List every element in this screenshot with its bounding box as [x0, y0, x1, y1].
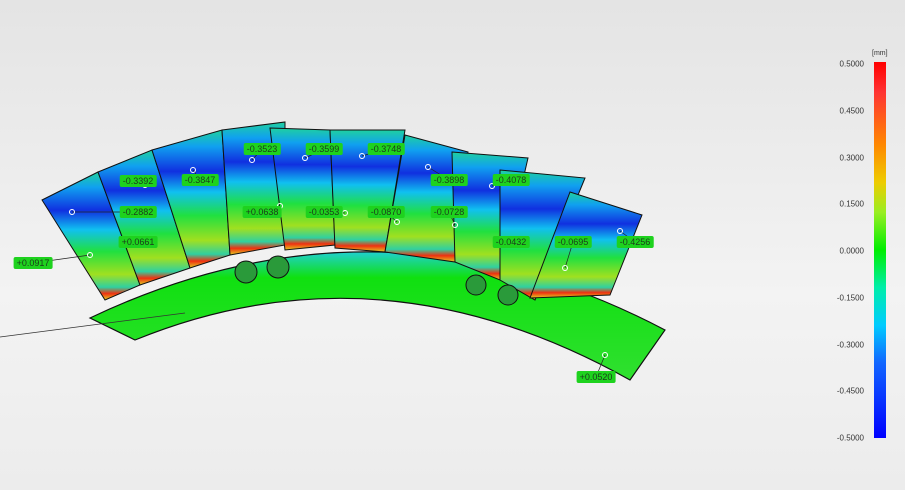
legend-tick: 0.5000 [839, 59, 864, 69]
deviation-label[interactable]: -0.3898 [430, 174, 468, 186]
deviation-label[interactable]: +0.0520 [576, 371, 616, 383]
legend-tick: 0.4500 [839, 106, 864, 116]
color-scale-bar [874, 62, 886, 438]
legend-tick: -0.3000 [836, 340, 864, 349]
deviation-label[interactable]: +0.0661 [118, 236, 158, 248]
deviation-label[interactable]: -0.0432 [492, 236, 530, 248]
legend-tick: 0.3000 [839, 153, 864, 162]
measure-point-icon [87, 252, 93, 258]
legend-tick: -0.4500 [836, 386, 864, 396]
measure-point-icon [342, 210, 348, 216]
deviation-label[interactable]: -0.3523 [243, 143, 281, 155]
holes [234, 255, 519, 306]
3d-viewport[interactable]: +0.0917 -0.3392 -0.2882 +0.0661 -0.3847 -0.35… [0, 0, 800, 490]
legend-tick: -0.1500 [836, 293, 864, 303]
deviation-label[interactable]: -0.0870 [367, 206, 405, 218]
deviation-label[interactable]: -0.3392 [119, 175, 157, 187]
deviation-label[interactable]: -0.0353 [305, 206, 343, 218]
measure-point-icon [425, 164, 431, 170]
deviation-label[interactable]: +0.0917 [13, 257, 53, 269]
deviation-label[interactable]: -0.2882 [119, 206, 157, 218]
measure-point-icon [562, 265, 568, 271]
legend-tick: 0.1500 [839, 199, 864, 209]
measure-point-icon [452, 222, 458, 228]
deviation-label[interactable]: -0.4078 [492, 174, 530, 186]
legend-tick: -0.5000 [836, 433, 864, 443]
deviation-label[interactable]: -0.3847 [181, 174, 219, 186]
deviation-label[interactable]: -0.0728 [430, 206, 468, 218]
deviation-label[interactable]: +0.0638 [242, 206, 282, 218]
deviation-label[interactable]: -0.3748 [367, 143, 405, 155]
color-scale-legend: [mm] 0.5000 0.4500 0.3000 0.1500 0.0000 -0.15… [820, 40, 905, 450]
deviation-label[interactable]: -0.4256 [616, 236, 654, 248]
measure-point-icon [359, 153, 365, 159]
legend-tick: 0.0000 [839, 246, 864, 256]
deviation-label[interactable]: -0.3599 [305, 143, 343, 155]
measure-point-icon [190, 167, 196, 173]
measure-point-icon [394, 219, 400, 225]
leader-line [0, 312, 186, 338]
deviation-label[interactable]: -0.0695 [554, 236, 592, 248]
measure-point-icon [602, 352, 608, 358]
measure-point-icon [69, 209, 75, 215]
measure-point-icon [249, 157, 255, 163]
legend-unit: [mm] [872, 50, 888, 57]
measure-point-icon [617, 228, 623, 234]
measure-point-icon [302, 155, 308, 161]
measure-point-icon [489, 183, 495, 189]
deviation-colormap-model[interactable] [0, 0, 800, 490]
